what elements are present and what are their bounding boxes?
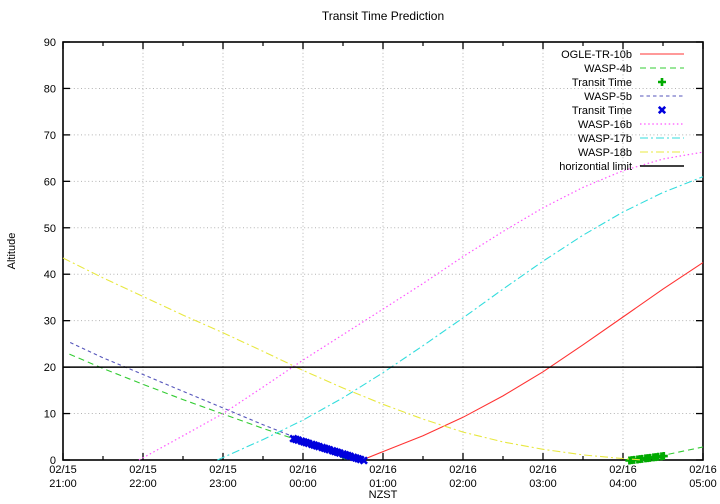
plot-border [62,41,704,461]
svg-text:23:00: 23:00 [209,478,237,490]
svg-text:02/16: 02/16 [369,464,397,476]
svg-text:WASP-16b: WASP-16b [578,119,632,131]
svg-text:00:00: 00:00 [289,478,317,490]
svg-text:04:00: 04:00 [609,478,637,490]
svg-text:WASP-4b: WASP-4b [584,63,632,75]
svg-text:Transit Time: Transit Time [572,105,632,117]
legend-entry: WASP-18b [578,147,684,159]
svg-text:10: 10 [44,409,56,421]
svg-text:0: 0 [50,455,56,467]
legend-entry: WASP-5b [584,91,684,103]
series-wasp-4b [69,353,704,461]
legend-entry: Transit Time [572,77,666,89]
y-axis-label: Altitude [6,232,18,270]
svg-text:02/16: 02/16 [609,464,637,476]
svg-text:02/16: 02/16 [449,464,477,476]
svg-text:03:00: 03:00 [529,478,557,490]
series-wasp-16b [138,151,704,461]
svg-text:60: 60 [44,176,56,188]
svg-text:70: 70 [44,130,56,142]
svg-text:02:00: 02:00 [449,478,477,490]
svg-text:20: 20 [44,362,56,374]
svg-text:30: 30 [44,316,56,328]
x-tick-labels: 02/15 21:00 02/15 22:00 02/15 23:00 02/16 00:00… [49,464,717,490]
svg-text:22:00: 22:00 [129,478,157,490]
svg-text:02/16: 02/16 [689,464,717,476]
chart-title: Transit Time Prediction [321,9,445,23]
svg-text:80: 80 [44,83,56,95]
legend: OGLE-TR-10b WASP-4b Transit Time WASP-5b Tra… [559,49,684,173]
svg-text:40: 40 [44,269,56,281]
svg-text:WASP-17b: WASP-17b [578,133,632,145]
series-wasp-18b [62,257,644,461]
svg-text:05:00: 05:00 [689,478,717,490]
legend-entry: WASP-17b [578,133,684,145]
series-ogle-tr-10b [361,262,704,461]
svg-text:90: 90 [44,37,56,49]
svg-text:01:00: 01:00 [369,478,397,490]
svg-text:02/15: 02/15 [209,464,237,476]
svg-text:WASP-18b: WASP-18b [578,147,632,159]
series-transit-time [289,434,368,465]
svg-text:02/15: 02/15 [49,464,77,476]
series-wasp-17b [217,176,704,461]
svg-text:02/15: 02/15 [129,464,157,476]
legend-entry: WASP-4b [584,63,684,75]
legend-entry: Transit Time [572,105,667,117]
legend-entry: OGLE-TR-10b [561,49,684,61]
series-transit-time [625,452,668,465]
legend-entry: WASP-16b [578,119,684,131]
svg-text:21:00: 21:00 [49,478,77,490]
y-tick-labels: 0 10 20 30 40 50 60 70 80 90 [44,37,56,467]
svg-text:horizontial limit: horizontial limit [559,161,632,173]
svg-text:Transit Time: Transit Time [572,77,632,89]
svg-text:OGLE-TR-10b: OGLE-TR-10b [561,49,632,61]
svg-text:02/16: 02/16 [289,464,317,476]
legend-entry: horizontial limit [559,161,684,173]
grid [63,42,703,460]
svg-text:50: 50 [44,223,56,235]
x-axis-label: NZST [368,489,398,501]
svg-text:WASP-5b: WASP-5b [584,91,632,103]
svg-text:02/16: 02/16 [529,464,557,476]
